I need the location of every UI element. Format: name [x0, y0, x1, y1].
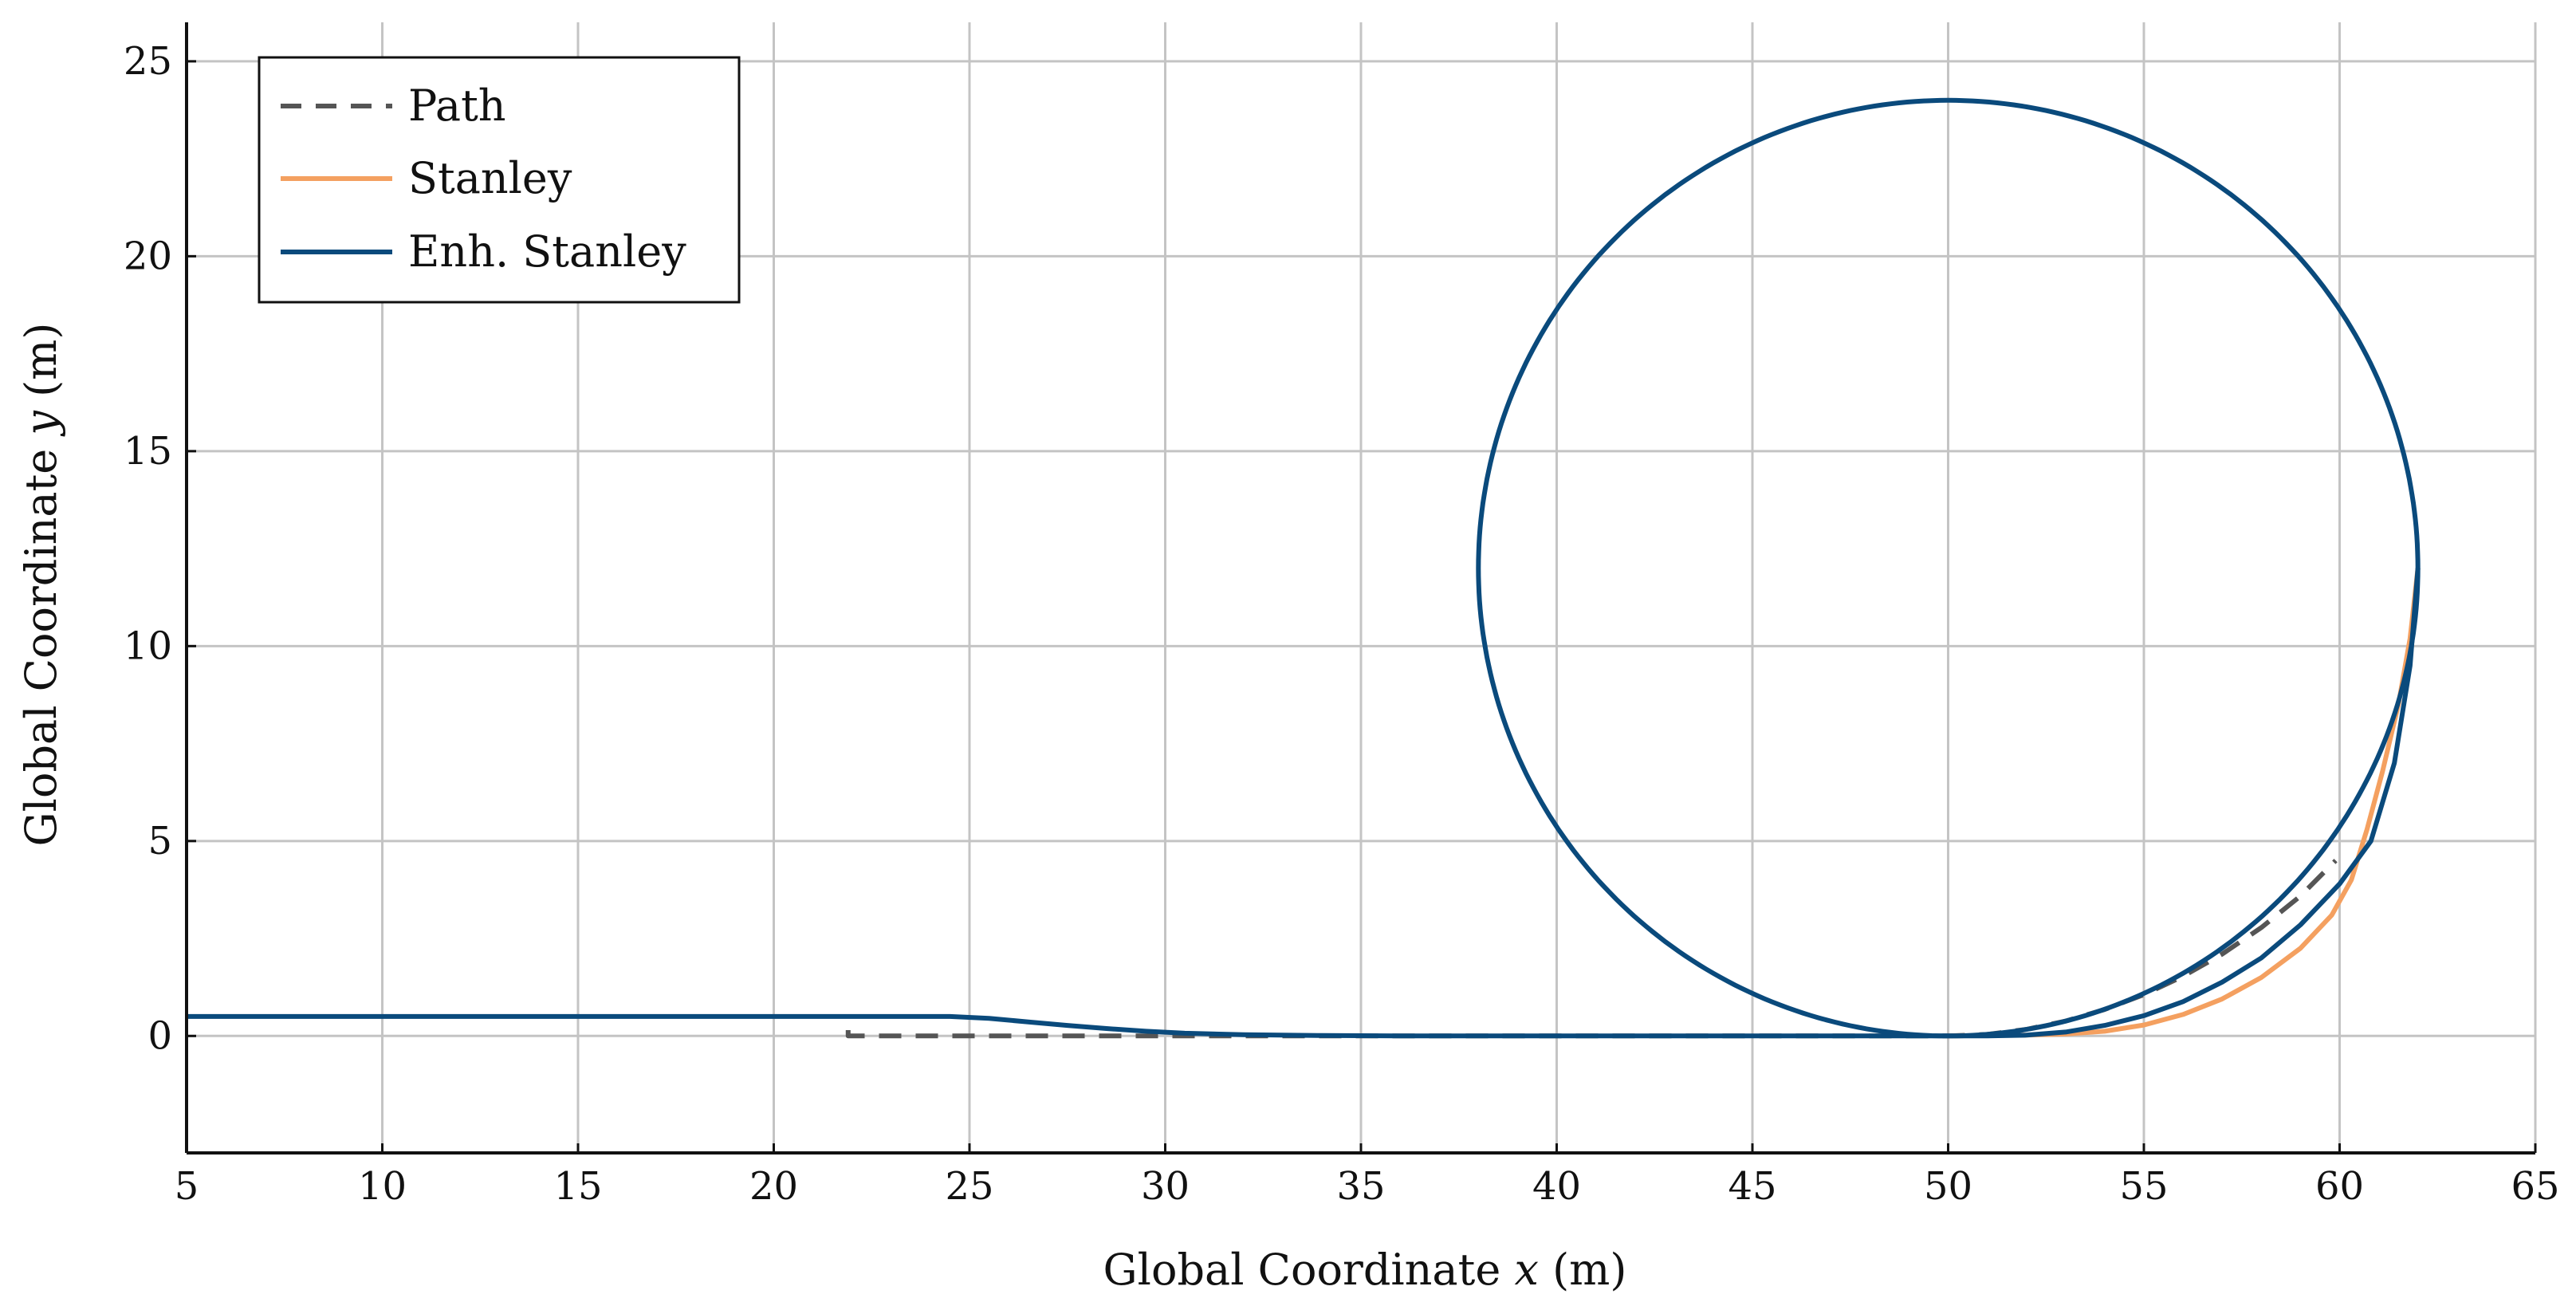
y-tick-label: 15: [124, 429, 172, 474]
x-tick-label: 45: [1728, 1164, 1776, 1209]
x-tick-label: 35: [1336, 1164, 1385, 1209]
series-loop-enh-stanley: [1476, 97, 2421, 1039]
legend-label-enh-stanley: Enh. Stanley: [408, 226, 686, 277]
x-tick-label: 30: [1141, 1164, 1190, 1209]
legend: Path Stanley Enh. Stanley: [258, 56, 741, 304]
y-tick-label: 0: [147, 1013, 172, 1058]
plot-area: [187, 97, 2421, 1039]
series-line-enh-stanley: [187, 568, 2421, 1039]
series-line-stanley: [1948, 568, 2421, 1039]
x-tick-label: 5: [175, 1164, 199, 1209]
x-tick-label: 40: [1532, 1164, 1581, 1209]
y-axis-title: Global Coordinate y (m): [16, 323, 66, 847]
x-tick-label: 15: [553, 1164, 602, 1209]
x-axis-title-prefix: Global Coordinate: [1103, 1245, 1515, 1295]
legend-label-stanley: Stanley: [408, 153, 572, 203]
legend-label-path: Path: [408, 81, 506, 131]
x-axis-title: Global Coordinate x (m): [1103, 1245, 1627, 1295]
x-axis-title-unit: (m): [1539, 1245, 1627, 1295]
x-axis-title-var: x: [1514, 1245, 1538, 1295]
y-tick-label: 25: [124, 39, 172, 84]
y-tick-label: 20: [124, 234, 172, 278]
x-tick-label: 65: [2511, 1164, 2559, 1209]
y-axis-title-unit: (m): [16, 323, 66, 411]
y-axis-title-prefix: Global Coordinate: [16, 435, 66, 847]
axes: [185, 22, 2537, 1154]
y-tick-label: 10: [124, 623, 172, 668]
x-tick-label: 10: [358, 1164, 407, 1209]
x-tick-label: 25: [945, 1164, 993, 1209]
y-tick-label: 5: [147, 819, 172, 863]
y-axis-title-var: y: [16, 410, 66, 437]
x-tick-label: 55: [2119, 1164, 2168, 1209]
x-tick-label: 20: [749, 1164, 798, 1209]
x-tick-label: 60: [2315, 1164, 2364, 1209]
x-tick-label: 50: [1924, 1164, 1972, 1209]
series-line-path: [845, 859, 2338, 1039]
tick-labels: 5 10 15 20 25 30 35 40 45 50 55 60 65 0 5 10 15 20 25: [124, 39, 2560, 1209]
